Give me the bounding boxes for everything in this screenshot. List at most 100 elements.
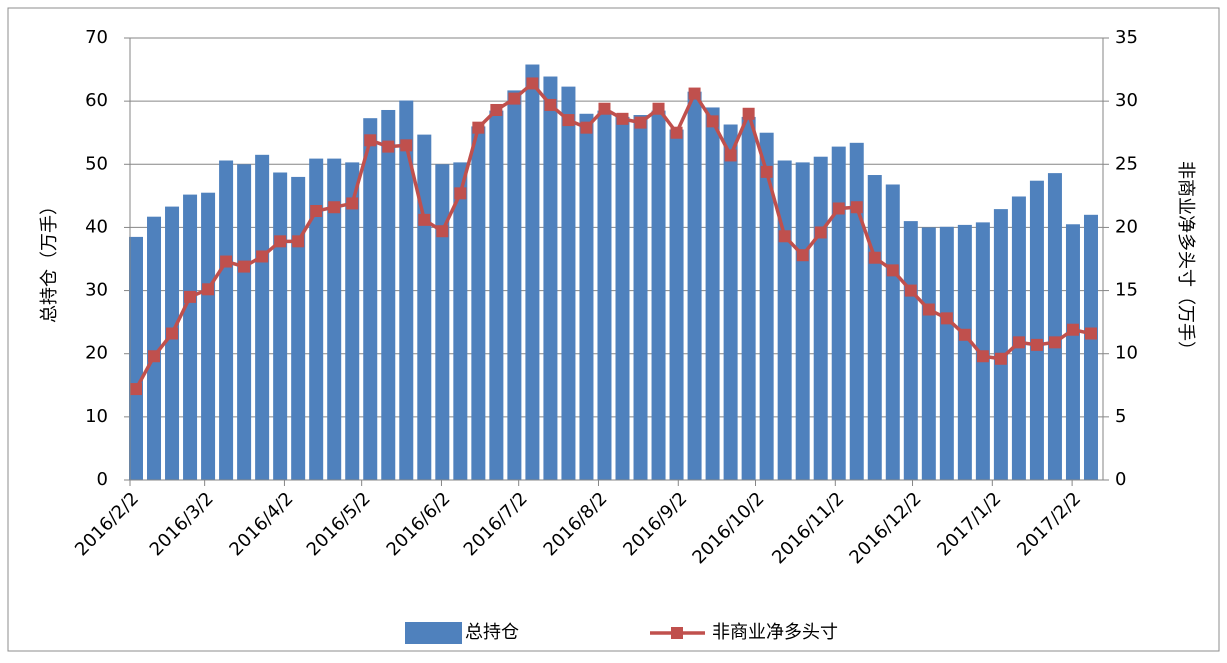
marker (238, 260, 251, 273)
legend-label: 非商业净多头寸 (712, 622, 838, 643)
marker (1066, 323, 1079, 336)
marker (1012, 336, 1025, 349)
bar (507, 90, 522, 480)
marker (364, 134, 377, 147)
marker (562, 114, 575, 127)
bar (381, 109, 396, 481)
bar (1047, 173, 1062, 480)
bar (795, 162, 810, 481)
bar (579, 113, 594, 481)
y2-tick-label: 5 (1115, 406, 1126, 427)
y2-tick-label: 10 (1115, 343, 1138, 364)
bar (147, 216, 162, 481)
bar (309, 158, 324, 481)
marker (400, 139, 413, 152)
y-tick-label: 30 (85, 280, 108, 301)
bar (1065, 224, 1080, 480)
marker (490, 103, 503, 116)
legend-label: 总持仓 (465, 622, 519, 643)
marker (670, 126, 683, 139)
y2-tick-label: 20 (1115, 216, 1138, 237)
marker (724, 149, 737, 162)
bar (615, 116, 630, 480)
bar (885, 184, 900, 480)
marker (292, 235, 305, 248)
bar (327, 158, 342, 481)
marker (796, 249, 809, 262)
marker (382, 140, 395, 153)
marker (166, 327, 179, 340)
marker (652, 102, 665, 115)
marker (742, 107, 755, 120)
marker (994, 352, 1007, 365)
marker (832, 202, 845, 215)
bar (813, 156, 828, 481)
marker (454, 187, 467, 200)
bar (705, 107, 720, 480)
bar (993, 209, 1008, 481)
bar (723, 124, 738, 481)
marker (256, 250, 269, 263)
marker (940, 312, 953, 325)
y-axis-title: 总持仓（万手） (39, 197, 60, 323)
bar (363, 118, 378, 480)
bar (759, 132, 774, 480)
bar (939, 226, 954, 480)
marker (778, 230, 791, 243)
bar (345, 162, 360, 481)
bar (543, 76, 558, 480)
marker (328, 201, 341, 214)
marker (1048, 336, 1061, 349)
bar (183, 194, 198, 480)
legend-marker (671, 627, 683, 639)
marker (904, 284, 917, 297)
marker (814, 226, 827, 239)
y2-tick-label: 0 (1115, 469, 1126, 490)
marker (148, 350, 161, 363)
bar (687, 91, 702, 481)
bar (633, 115, 648, 480)
bar (273, 172, 288, 480)
bar (165, 206, 180, 480)
y-tick-label: 60 (85, 90, 108, 111)
bar (903, 221, 918, 480)
bar (237, 164, 252, 481)
bar (255, 154, 270, 481)
marker (346, 197, 359, 210)
marker (1084, 327, 1097, 340)
bar (525, 64, 540, 481)
bar (867, 175, 882, 480)
marker (886, 264, 899, 277)
y-tick-label: 50 (85, 153, 108, 174)
marker (850, 201, 863, 214)
marker (634, 116, 647, 129)
y-tick-label: 20 (85, 343, 108, 364)
marker (976, 350, 989, 363)
marker (616, 112, 629, 125)
y2-tick-label: 35 (1115, 27, 1138, 48)
y2-tick-label: 25 (1115, 153, 1138, 174)
bar (921, 227, 936, 480)
marker (184, 290, 197, 303)
marker (130, 383, 142, 396)
bar (597, 110, 612, 480)
bar (849, 142, 864, 480)
bar (129, 236, 143, 480)
bar (1083, 214, 1098, 481)
marker (1030, 338, 1043, 351)
bar (669, 129, 684, 481)
bar (453, 162, 468, 481)
bar (561, 86, 576, 481)
marker (958, 328, 971, 341)
marker (544, 98, 557, 111)
bar (219, 160, 234, 481)
bar (1029, 180, 1044, 480)
marker (580, 121, 593, 134)
legend-swatch (405, 622, 462, 644)
bar (831, 146, 846, 480)
bar (435, 164, 450, 481)
y2-tick-label: 15 (1115, 280, 1138, 301)
y-tick-label: 70 (85, 27, 108, 48)
marker (760, 165, 773, 178)
y-tick-label: 40 (85, 216, 108, 237)
